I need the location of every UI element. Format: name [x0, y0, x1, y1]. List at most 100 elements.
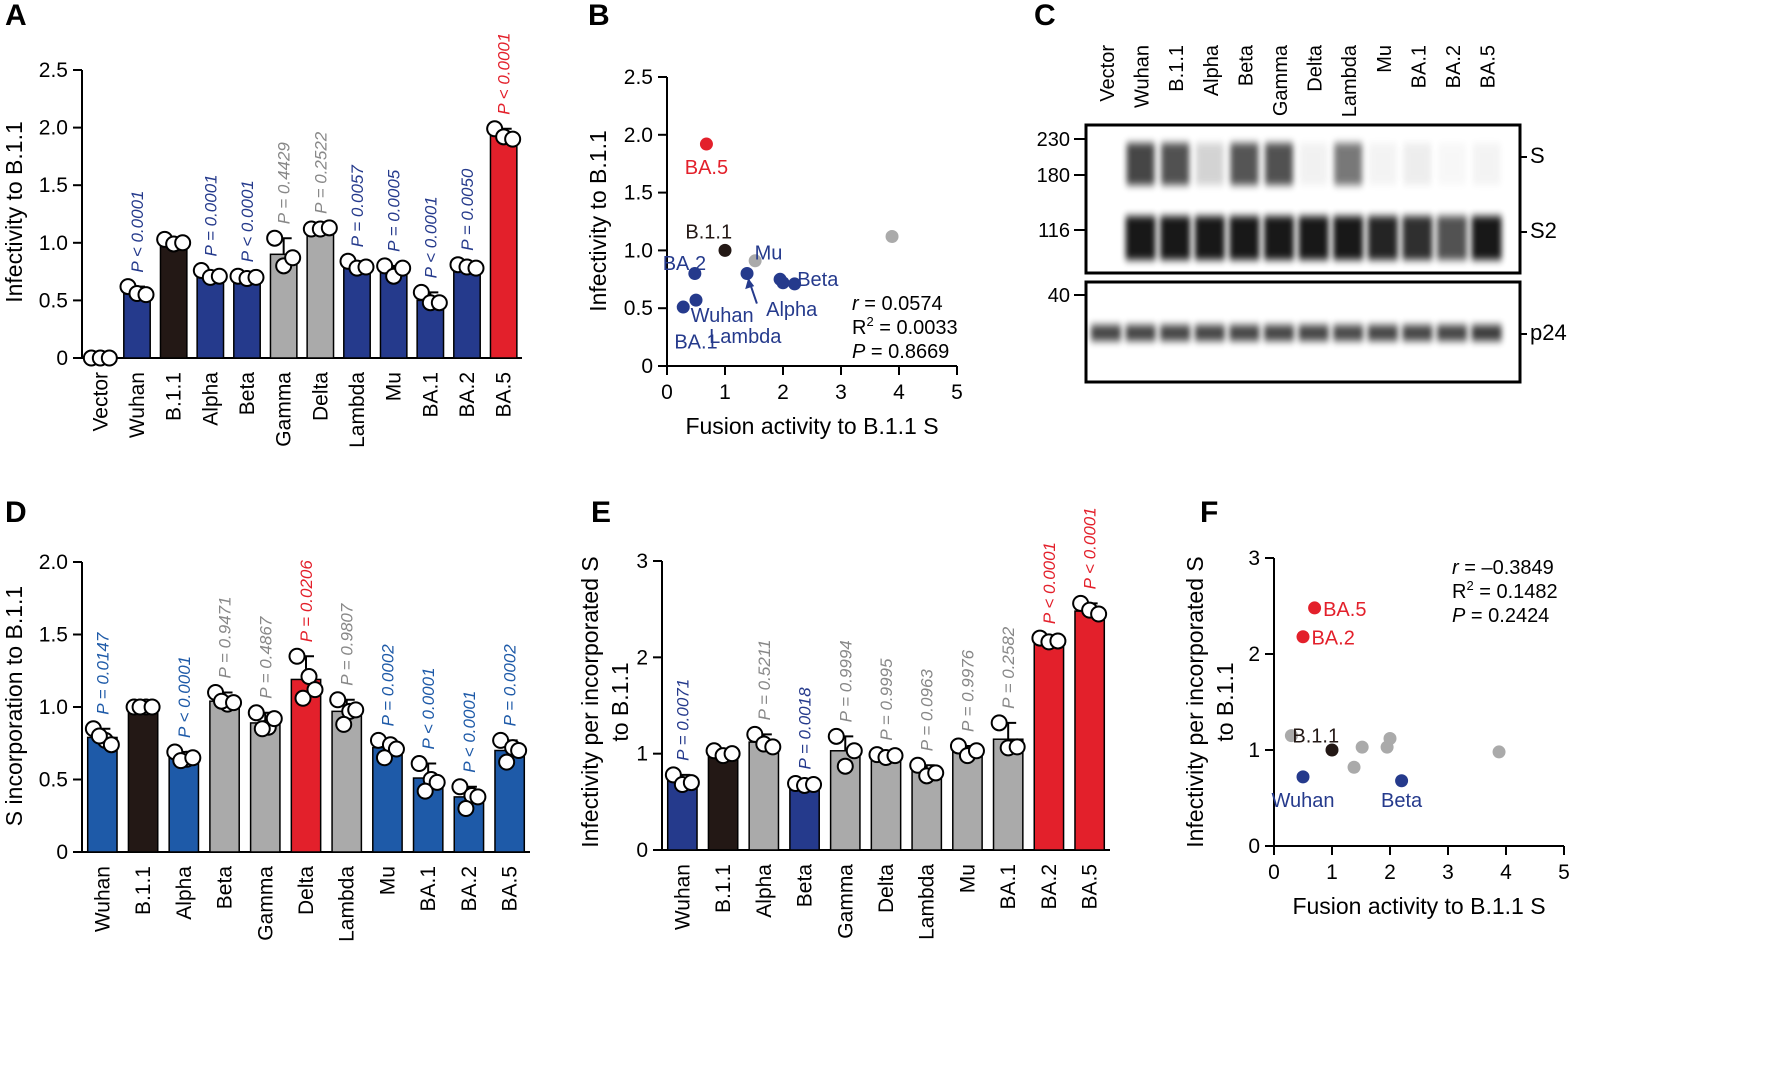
x-tick-label: Wuhan [91, 866, 114, 932]
p-value: P = 0.0071 [673, 679, 692, 761]
data-point [845, 742, 863, 760]
data-point [102, 736, 120, 754]
x-tick-label: Delta [295, 866, 318, 915]
data-point [394, 259, 412, 277]
x-tick-label: BA.5 [493, 372, 516, 418]
data-point [416, 782, 434, 800]
y-axis-title-line2: to B.1.1 [607, 662, 633, 741]
point-annotation: B.1.1 [1292, 726, 1339, 748]
p-value: P = 0.0002 [501, 644, 520, 727]
x-tick-label: 4 [893, 381, 905, 404]
x-tick-label: Gamma [254, 866, 277, 941]
x-tick-label: Beta [214, 866, 237, 910]
x-tick-label: 2 [1384, 861, 1396, 884]
scatter-point [718, 243, 732, 257]
x-tick-label: Wuhan [126, 372, 149, 438]
x-tick-label: BA.5 [499, 866, 522, 912]
y-tick-label: 0 [641, 355, 653, 378]
p-value: P < 0.0001 [1081, 507, 1100, 589]
mw-marker: 230 [1037, 129, 1070, 151]
stat-symbol: P [1452, 605, 1466, 627]
y-tick-label: 1.0 [39, 696, 68, 719]
y-tick-label: 2 [636, 646, 648, 669]
stat-value: = 0.2424 [1465, 605, 1549, 627]
band-s2 [1160, 216, 1191, 260]
scatter-point [688, 267, 702, 281]
p-value: P = 0.0963 [918, 669, 937, 752]
data-point [428, 773, 446, 791]
y-tick-label: 1.5 [624, 182, 653, 205]
bar-lambda [343, 265, 371, 359]
data-point [210, 267, 228, 285]
bar-ba.5 [489, 134, 518, 359]
x-tick-label: 3 [835, 381, 847, 404]
lane-label: Alpha [1201, 44, 1223, 96]
band-s2 [1333, 216, 1364, 260]
x-tick-label: Gamma [834, 864, 857, 939]
data-point [504, 130, 522, 148]
y-axis-title: Infectivity per incorporated S [577, 556, 603, 847]
stat-line: r = 0.0574 [852, 293, 943, 315]
data-point [387, 740, 405, 758]
band-s [1161, 143, 1190, 185]
data-point [764, 738, 782, 756]
p-value: P < 0.0001 [175, 656, 194, 738]
band-s [1472, 143, 1501, 185]
point-annotation: B.1.1 [685, 222, 732, 244]
scatter-point [1383, 731, 1397, 745]
band-s [1403, 143, 1432, 185]
stat-symbol: r [852, 293, 860, 315]
data-point [265, 710, 283, 728]
bar-mu [379, 269, 408, 359]
band-label: S2 [1530, 218, 1557, 243]
data-point [827, 727, 845, 745]
data-point [357, 258, 375, 276]
p-value: P = 0.0206 [297, 560, 316, 643]
panel-f: F 0 1 2 3 4 5 0 1 2 3 Fusion activity to B.1.1 S Inf… [1182, 496, 1570, 919]
data-point [288, 647, 306, 665]
y-tick-label: 0 [636, 839, 648, 862]
band-s2 [1125, 216, 1156, 260]
band-p24 [1437, 325, 1467, 341]
x-tick-label: Beta [236, 372, 259, 416]
x-tick-label: Lambda [346, 372, 369, 448]
x-axis-title: Fusion activity to B.1.1 S [685, 413, 938, 439]
p-value: P = 0.0018 [796, 687, 815, 770]
data-point [469, 788, 487, 806]
data-point [247, 268, 265, 286]
band-s2 [1402, 216, 1433, 260]
band-label: S [1530, 143, 1545, 168]
band-s2 [1471, 216, 1502, 260]
band-p24 [1333, 325, 1364, 341]
x-tick-label: Delta [875, 864, 898, 913]
scatter-point [1347, 760, 1361, 774]
data-point [457, 800, 475, 817]
lane-label: BA.5 [1478, 45, 1500, 88]
panel-a: A 0 0.5 1.0 1.5 2.0 2.5 Infectivity to B.1.1 Vec… [1, 0, 522, 448]
band-p24 [1091, 325, 1121, 341]
band-p24 [1402, 325, 1433, 341]
x-tick-label: Mu [376, 866, 399, 895]
lambda-arrowhead [745, 278, 755, 290]
bar-alpha [168, 757, 200, 853]
data-point [410, 755, 428, 773]
x-tick-label: 3 [1442, 861, 1454, 884]
data-point [137, 286, 155, 304]
data-point [1049, 632, 1067, 650]
data-point [498, 753, 516, 771]
data-point [247, 704, 265, 722]
data-point [266, 229, 284, 247]
stat-symbol: R [852, 317, 866, 339]
x-tick-label: Beta [794, 864, 817, 908]
bar-beta [233, 276, 261, 359]
y-tick-label: 2.0 [624, 124, 653, 147]
band-s2 [1264, 216, 1294, 260]
panel-c: C Vector Wuhan B.1.1 Alpha Beta Gamma Delta Lamb… [1034, 0, 1567, 384]
x-tick-label: 1 [719, 381, 731, 404]
bar-delta [290, 678, 322, 853]
stat-line: P = 0.8669 [852, 341, 949, 363]
y-tick-label: 1.0 [39, 232, 68, 255]
x-tick-label: Wuhan [671, 864, 694, 930]
x-tick-label: BA.1 [419, 372, 442, 418]
